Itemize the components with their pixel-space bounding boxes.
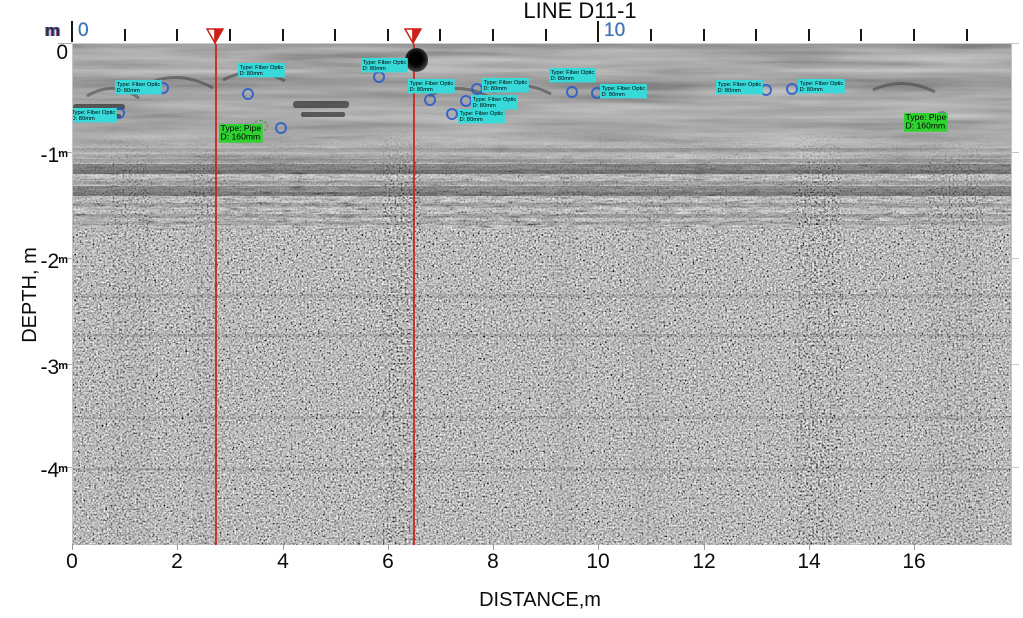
top-axis-tick — [545, 29, 547, 41]
horizontal-noise-row — [73, 468, 1011, 471]
right-axis-tick — [1010, 43, 1019, 44]
bottom-axis-tick-label: 12 — [692, 550, 716, 573]
horizontal-noise-row — [73, 294, 1011, 298]
utility-label-fiber[interactable]: Type: Fiber Optic D: 80mm — [798, 79, 845, 94]
utility-label-fiber[interactable]: Type: Fiber Optic D: 80mm — [238, 63, 285, 78]
top-axis-tick — [334, 29, 336, 41]
bottom-axis-tick-label: 0 — [66, 550, 78, 573]
bottom-axis-tick — [914, 544, 915, 550]
survey-marker-line — [413, 44, 415, 545]
top-axis-tick — [71, 21, 73, 42]
bottom-axis-tick-label: 4 — [277, 550, 289, 573]
right-axis-tick — [1010, 364, 1019, 365]
horizontal-noise-row — [73, 221, 1011, 225]
utility-label-fiber[interactable]: Type: Fiber Optic D: 80mm — [115, 80, 162, 95]
bottom-axis-tick-label: 16 — [902, 550, 926, 573]
depth-axis-title: DEPTH, m — [19, 247, 41, 343]
utility-label-fiber[interactable]: Type: Fiber Optic D: 80mm — [408, 79, 455, 94]
bottom-axis-tick — [283, 544, 284, 550]
left-axis-tick — [58, 152, 72, 153]
utility-marker-circle — [373, 71, 385, 83]
left-axis-tick — [58, 258, 72, 259]
bottom-axis-tick — [72, 544, 73, 550]
top-axis-tick — [282, 29, 284, 41]
bottom-axis-tick-label: 2 — [171, 550, 183, 573]
left-axis-tick — [58, 364, 72, 365]
right-axis-tick — [1010, 152, 1019, 153]
top-axis-tick — [966, 29, 968, 41]
right-axis-tick — [1010, 467, 1019, 468]
top-axis-tick — [387, 29, 389, 41]
utility-label-fiber[interactable]: Type: Fiber Optic D: 80mm — [600, 84, 647, 99]
utility-label-pipe[interactable]: Type: Pipe D: 160mm — [904, 113, 948, 132]
top-axis-tick — [597, 21, 599, 42]
dark-surface-object — [405, 48, 428, 72]
bottom-axis-tick-label: 10 — [586, 550, 610, 573]
left-axis-tick-label: -2m — [40, 250, 68, 273]
survey-marker-flag[interactable] — [403, 28, 423, 46]
utility-label-fiber[interactable]: Type: Fiber Optic D: 80mm — [471, 95, 518, 110]
left-axis-tick-label: -4m — [40, 459, 68, 482]
survey-marker-line — [215, 44, 217, 545]
profile-title: LINE D11-1 — [523, 0, 637, 23]
ringing-band — [73, 148, 1011, 218]
bottom-axis-tick — [493, 544, 494, 550]
utility-label-fiber[interactable]: Type: Fiber Optic D: 80mm — [716, 80, 763, 95]
horizontal-noise-row — [73, 186, 1011, 196]
top-axis-tick — [860, 29, 862, 41]
horizontal-noise-row — [73, 334, 1011, 337]
left-axis-tick-label: -1m — [40, 144, 68, 167]
top-axis-tick — [492, 29, 494, 41]
top-axis-tick — [176, 29, 178, 41]
utility-marker-circle — [566, 86, 578, 98]
utility-marker-circle — [275, 122, 287, 134]
utility-label-fiber[interactable]: Type: Fiber Optic D: 80mm — [549, 68, 596, 83]
utility-label-pipe[interactable]: Type: Pipe D: 160mm — [219, 124, 263, 143]
top-axis-tick — [650, 29, 652, 41]
distance-axis-title: DISTANCE,m — [479, 589, 601, 611]
utility-marker-circle — [446, 108, 458, 120]
utility-label-fiber[interactable]: Type: Fiber Optic D: 80mm — [458, 109, 505, 124]
bottom-axis-tick — [704, 544, 705, 550]
top-axis-unit-label: m — [45, 21, 61, 40]
utility-label-fiber[interactable]: Type: Fiber Optic D: 80mm — [482, 78, 529, 93]
left-axis-tick-label: 0 — [56, 41, 68, 64]
utility-marker-circle — [424, 94, 436, 106]
top-axis-tick — [808, 29, 810, 41]
left-axis-tick-label: -3m — [40, 356, 68, 379]
horizontal-noise-row — [73, 416, 1011, 419]
radargram-plot: Type: Fiber Optic D: 80mm Type: Fiber Opti… — [72, 43, 1012, 545]
utility-marker-circle — [242, 88, 254, 100]
utility-label-fiber[interactable]: Type: Fiber Optic D: 80mm — [361, 58, 408, 73]
bottom-axis-tick-label: 8 — [487, 550, 499, 573]
right-axis-tick — [1010, 258, 1019, 259]
horizontal-noise-row — [73, 164, 1011, 174]
bottom-axis-tick — [598, 544, 599, 550]
bottom-axis-tick — [388, 544, 389, 550]
bottom-axis-tick-label: 6 — [382, 550, 394, 573]
top-axis-tick — [703, 29, 705, 41]
bottom-axis-tick — [809, 544, 810, 550]
top-axis-tick — [755, 29, 757, 41]
utility-label-fiber[interactable]: Type: Fiber Optic D: 80mm — [72, 108, 117, 123]
survey-marker-flag[interactable] — [205, 28, 225, 46]
utility-marker-circle — [786, 83, 798, 95]
top-axis-tick-label: 0 — [78, 20, 89, 41]
bottom-axis-tick — [177, 544, 178, 550]
top-axis-tick — [439, 29, 441, 41]
top-axis-tick — [913, 29, 915, 41]
left-axis-tick — [58, 467, 72, 468]
top-axis-tick — [124, 29, 126, 41]
bottom-axis-tick-label: 14 — [797, 550, 821, 573]
left-axis-tick — [58, 43, 72, 44]
top-axis-tick — [229, 29, 231, 41]
top-axis-tick-label: 10 — [604, 20, 626, 41]
